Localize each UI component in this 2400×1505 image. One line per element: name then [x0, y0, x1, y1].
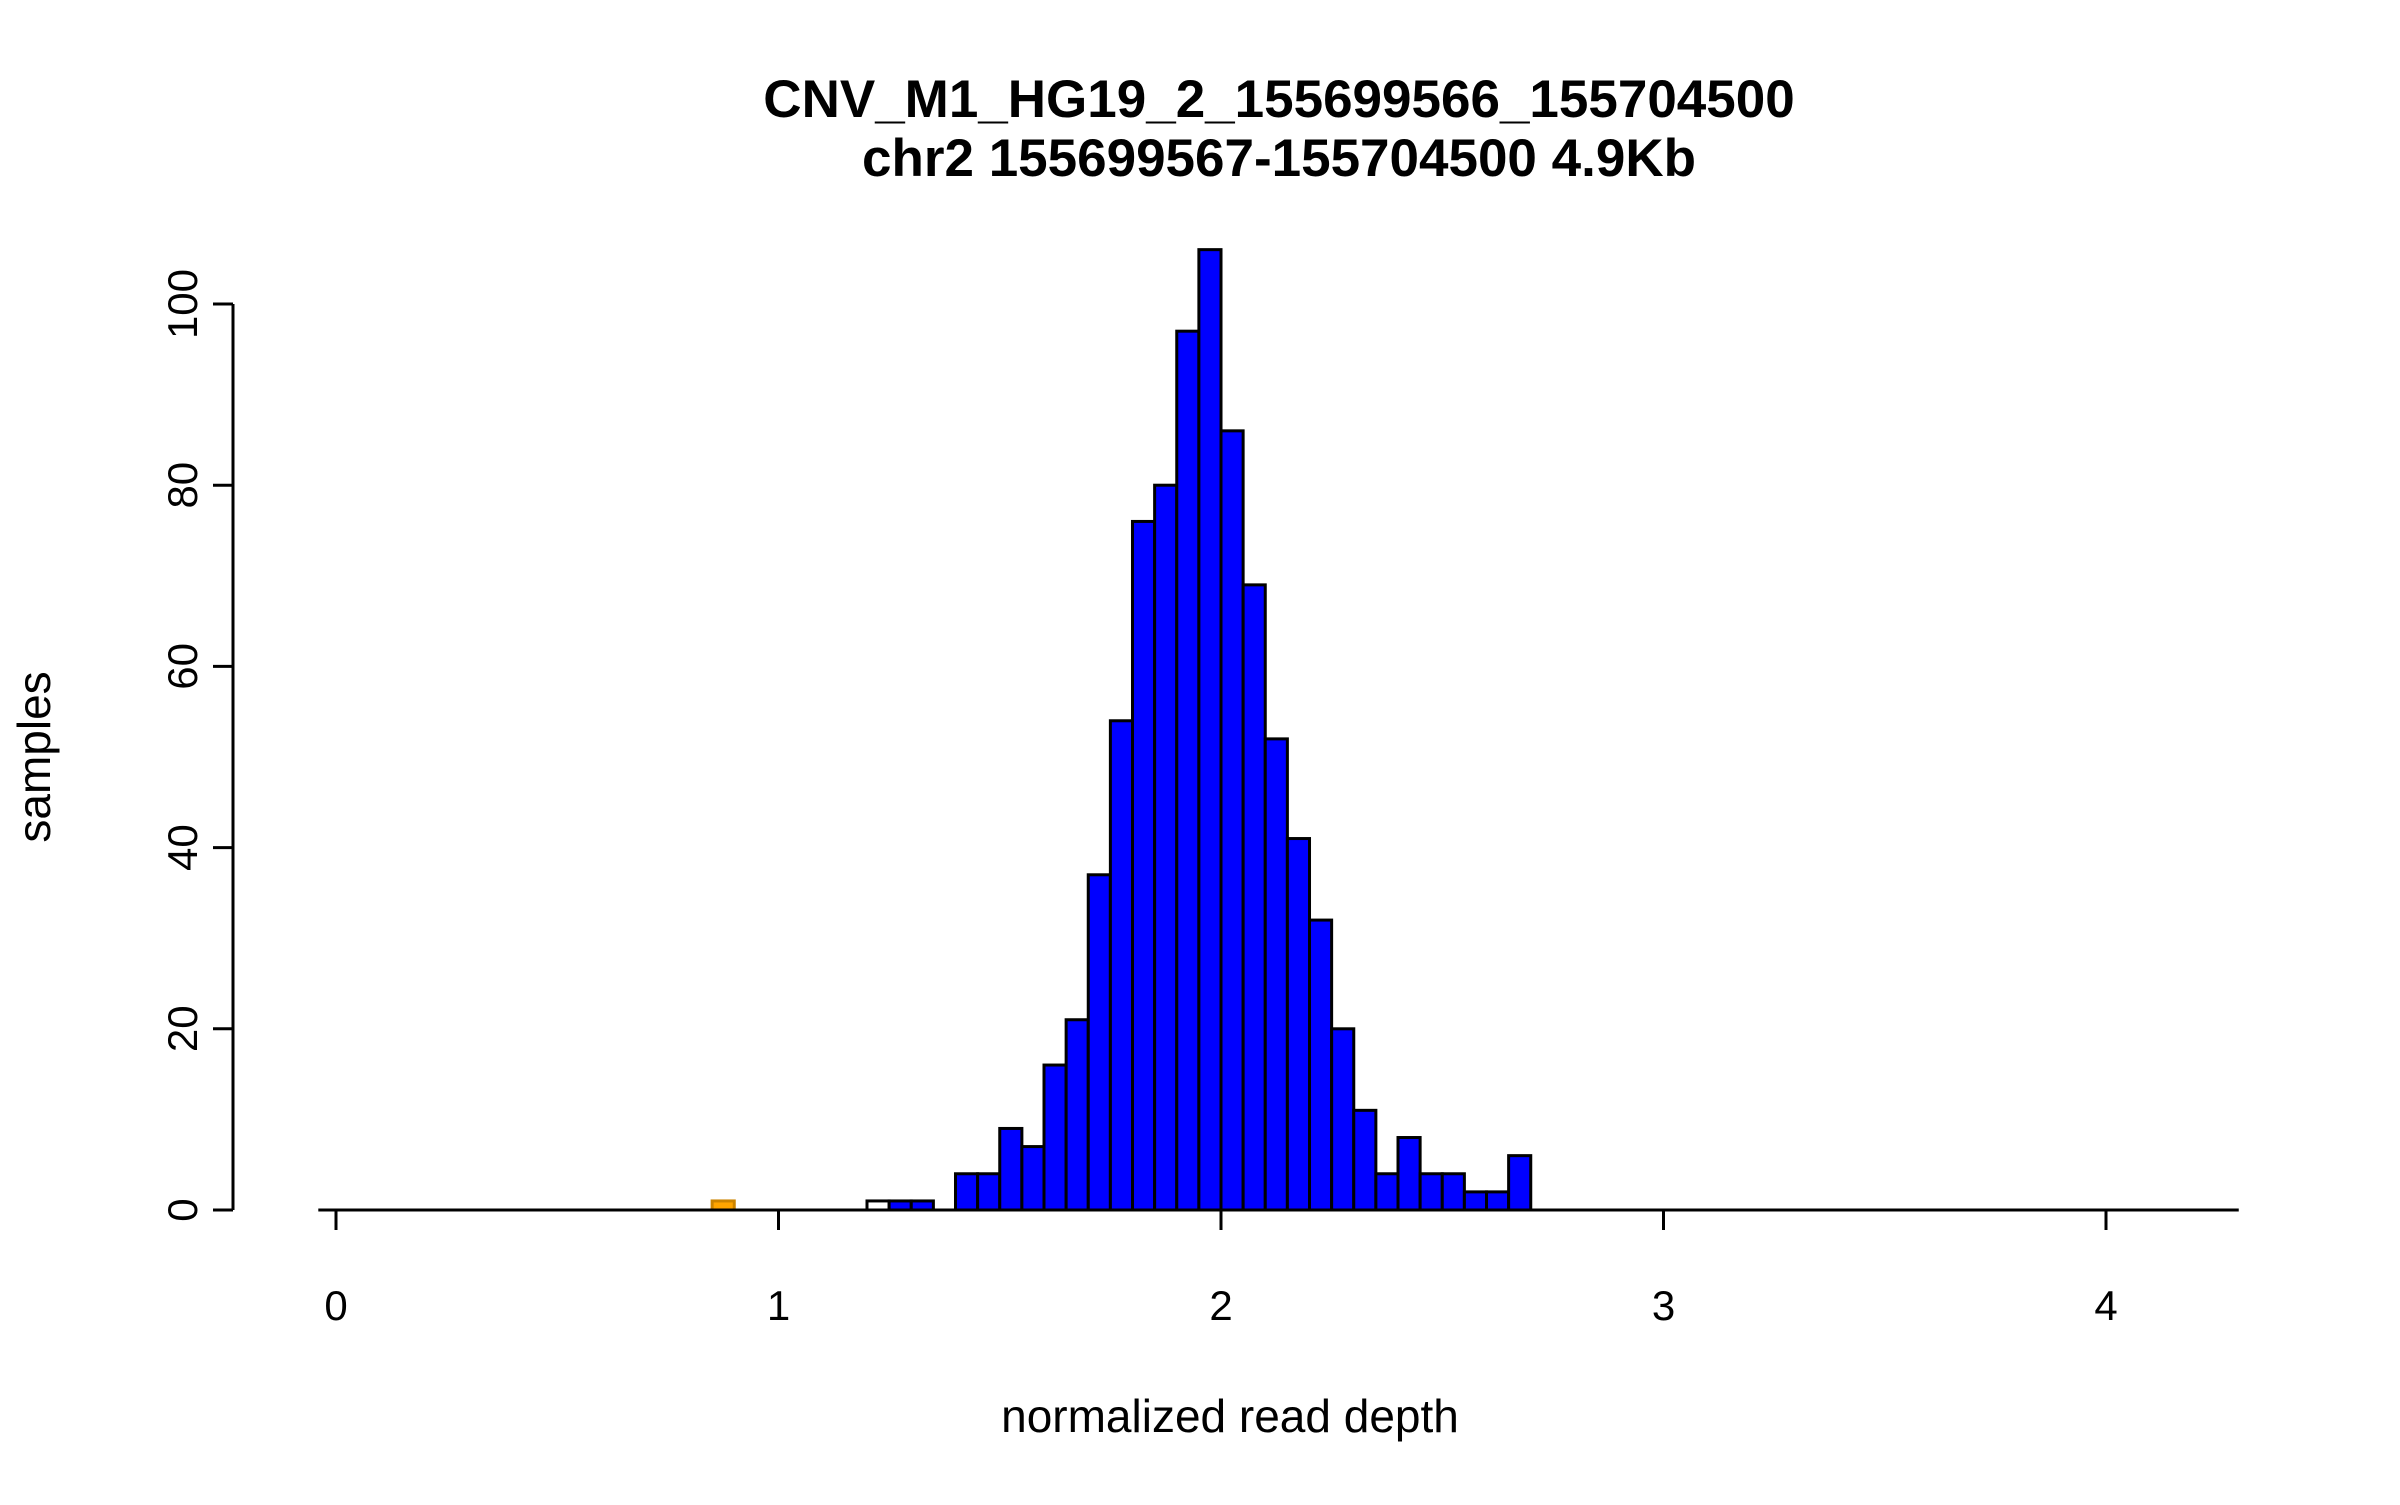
x-tick-label: 2: [1209, 1282, 1232, 1329]
histogram-bars: [710, 248, 1533, 1212]
histogram-bar: [1197, 248, 1223, 1212]
histogram-bar: [1374, 1172, 1400, 1212]
chart-title: CNV_M1_HG19_2_155699566_155704500: [763, 70, 1794, 129]
histogram-bar: [1285, 837, 1312, 1212]
histogram-bar: [1418, 1172, 1444, 1212]
histogram-bar: [1064, 1018, 1090, 1212]
y-tick-label: 100: [159, 269, 206, 339]
histogram-bar: [1175, 329, 1201, 1212]
y-tick-label: 60: [159, 643, 206, 690]
histogram-bar: [1485, 1190, 1511, 1212]
histogram-bar: [1330, 1027, 1356, 1212]
histogram-bar: [1507, 1154, 1533, 1212]
histogram-bar: [1086, 873, 1112, 1212]
y-tick-label: 80: [159, 462, 206, 509]
histogram-bar: [1263, 737, 1289, 1212]
histogram-bar: [954, 1172, 980, 1212]
y-tick-label: 0: [159, 1198, 206, 1221]
histogram-bar: [1020, 1145, 1046, 1212]
y-tick-label: 40: [159, 824, 206, 871]
histogram-bar: [1308, 918, 1334, 1212]
histogram-bar: [1462, 1190, 1489, 1212]
x-tick-label: 0: [324, 1282, 347, 1329]
histogram-bar: [1219, 429, 1245, 1212]
y-tick-label: 20: [159, 1005, 206, 1052]
histogram-bar: [1042, 1063, 1068, 1212]
histogram-bar: [998, 1126, 1024, 1212]
histogram-bar: [1396, 1136, 1422, 1212]
histogram-bar: [1108, 719, 1135, 1212]
histogram-bar: [976, 1172, 1002, 1212]
x-axis-label: normalized read depth: [1001, 1390, 1459, 1442]
x-tick-label: 1: [767, 1282, 790, 1329]
histogram-bar: [1440, 1172, 1466, 1212]
chart-subtitle: chr2 155699567-155704500 4.9Kb: [862, 129, 1696, 188]
x-tick-label: 3: [1652, 1282, 1675, 1329]
histogram-bar: [1352, 1108, 1378, 1212]
x-tick-label: 4: [2094, 1282, 2117, 1329]
histogram-bar: [1153, 483, 1179, 1212]
histogram-bar: [1131, 519, 1157, 1212]
y-axis-label: samples: [8, 671, 60, 842]
histogram-bar: [1241, 583, 1267, 1212]
